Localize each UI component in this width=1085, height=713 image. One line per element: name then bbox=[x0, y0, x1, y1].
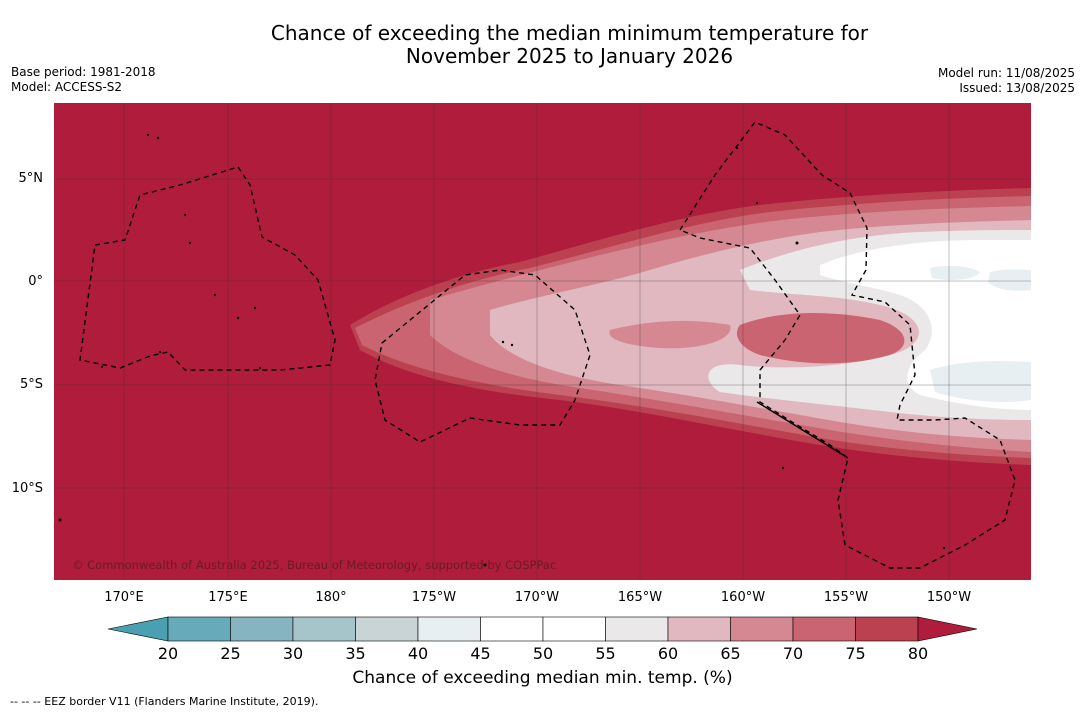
band-40-45-c bbox=[930, 360, 1031, 403]
colorbar-tick: 65 bbox=[720, 644, 741, 663]
colorbar-bin-35-40 bbox=[355, 616, 419, 642]
eez-kiribati-line bbox=[678, 121, 1016, 569]
island-marker bbox=[188, 241, 192, 245]
meta-left: Base period: 1981-2018 Model: ACCESS-S2 bbox=[11, 65, 156, 95]
lat-label-10s: 10°S bbox=[11, 481, 43, 496]
lat-label-0: 0° bbox=[28, 274, 43, 289]
colorbar-tick: 25 bbox=[220, 644, 241, 663]
colorbar-under-arrow bbox=[107, 616, 169, 642]
colorbar-bin-30-35 bbox=[292, 616, 356, 642]
island-marker bbox=[795, 241, 799, 245]
lat-label-5s: 5°S bbox=[19, 377, 43, 392]
issued-date: Issued: 13/08/2025 bbox=[959, 81, 1075, 95]
island-marker bbox=[58, 518, 62, 522]
colorbar-bin-45-50 bbox=[480, 616, 544, 642]
lon-label-170w: 170°W bbox=[514, 590, 560, 605]
lon-label-160w: 160°W bbox=[720, 590, 766, 605]
colorbar bbox=[107, 616, 978, 642]
island-marker bbox=[483, 563, 487, 567]
model-name: Model: ACCESS-S2 bbox=[11, 80, 123, 94]
eez-legend-footer: -- -- -- EEZ border V11 (Flanders Marine… bbox=[10, 695, 319, 708]
lon-label-155w: 155°W bbox=[823, 590, 869, 605]
colorbar-bin-70-75 bbox=[792, 616, 856, 642]
title-line-2: November 2025 to January 2026 bbox=[405, 44, 734, 68]
meta-right: Model run: 11/08/2025 Issued: 13/08/2025 bbox=[938, 66, 1075, 96]
colorbar-tick: 55 bbox=[595, 644, 616, 663]
island-marker bbox=[510, 343, 514, 347]
lon-label-165w: 165°W bbox=[617, 590, 663, 605]
title-line-1: Chance of exceeding the median minimum t… bbox=[270, 21, 869, 45]
islands bbox=[58, 133, 946, 567]
island-marker bbox=[183, 213, 187, 217]
colorbar-tick: 70 bbox=[782, 644, 804, 663]
colorbar-tick: 20 bbox=[157, 644, 179, 663]
lon-label-150w: 150°W bbox=[926, 590, 972, 605]
island-marker bbox=[781, 466, 785, 470]
island-marker bbox=[213, 293, 217, 297]
band-40-45-b bbox=[988, 269, 1031, 291]
island-marker bbox=[236, 316, 240, 320]
colorbar-tick: 30 bbox=[282, 644, 304, 663]
island-marker bbox=[735, 146, 739, 150]
colorbar-over-arrow bbox=[917, 616, 978, 642]
lon-label-180: 180° bbox=[315, 590, 347, 605]
colorbar-tick: 80 bbox=[907, 644, 929, 663]
colorbar-tick: 50 bbox=[532, 644, 554, 663]
colorbar-label: Chance of exceeding median min. temp. (%… bbox=[352, 668, 733, 688]
colorbar-tick: 75 bbox=[845, 644, 866, 663]
lon-label-175w: 175°W bbox=[411, 590, 457, 605]
colorbar-tick: 35 bbox=[345, 644, 366, 663]
patch-70-75-center bbox=[736, 313, 905, 364]
base-period: Base period: 1981-2018 bbox=[11, 65, 156, 79]
eez-borders bbox=[79, 121, 1016, 569]
island-marker bbox=[501, 340, 505, 344]
chart-title: Chance of exceeding the median minimum t… bbox=[0, 22, 1085, 68]
island-marker bbox=[253, 306, 257, 310]
colorbar-tick: 40 bbox=[407, 644, 429, 663]
gridlines bbox=[54, 103, 1031, 580]
colorbar-bin-55-60 bbox=[605, 616, 669, 642]
colorbar-bin-65-70 bbox=[730, 616, 794, 642]
copyright-notice: © Commonwealth of Australia 2025, Bureau… bbox=[72, 558, 557, 572]
colorbar-tick: 45 bbox=[470, 644, 491, 663]
colorbar-bin-60-65 bbox=[667, 616, 731, 642]
lon-label-170e: 170°E bbox=[104, 590, 144, 605]
colorbar-bin-20-25 bbox=[167, 616, 231, 642]
lat-label-5n: 5°N bbox=[18, 171, 44, 186]
island-marker bbox=[755, 201, 759, 205]
model-run: Model run: 11/08/2025 bbox=[937, 66, 1075, 80]
eez-kiribati-phoenix bbox=[374, 269, 591, 443]
colorbar-bin-25-30 bbox=[230, 616, 294, 642]
eez-solid-segment bbox=[756, 401, 849, 459]
lon-label-175e: 175°E bbox=[208, 590, 248, 605]
colorbar-bin-50-55 bbox=[542, 616, 606, 642]
colorbar-tick: 60 bbox=[657, 644, 679, 663]
island-marker bbox=[156, 136, 160, 140]
island-marker bbox=[146, 133, 150, 137]
colorbar-bin-75-80 bbox=[855, 616, 919, 642]
island-marker bbox=[258, 366, 262, 370]
island-marker bbox=[100, 365, 104, 369]
colorbar-bin-40-45 bbox=[417, 616, 481, 642]
probability-field bbox=[54, 103, 1031, 580]
band-40-45-a bbox=[930, 265, 980, 280]
island-marker bbox=[942, 546, 946, 550]
patch-65-70-center bbox=[609, 320, 731, 349]
eez-kiribati-gilbert bbox=[79, 166, 336, 371]
island-marker bbox=[158, 350, 162, 354]
